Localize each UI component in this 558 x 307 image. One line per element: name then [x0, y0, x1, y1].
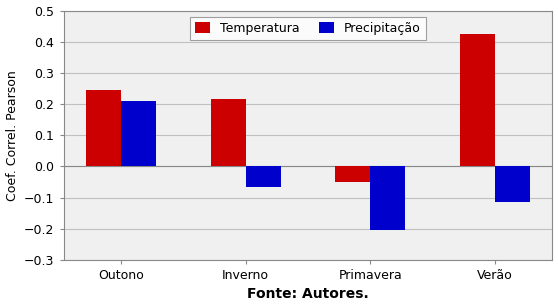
Bar	[460, 34, 496, 166]
Y-axis label: Coef. Correl. Pearson: Coef. Correl. Pearson	[6, 70, 18, 200]
X-axis label: Fonte: Autores.: Fonte: Autores.	[247, 287, 369, 301]
Bar	[371, 166, 405, 230]
Bar	[121, 101, 156, 166]
Bar	[246, 166, 281, 187]
Bar	[496, 166, 530, 202]
Bar	[335, 166, 371, 182]
Legend: Temperatura, Precipitação: Temperatura, Precipitação	[190, 17, 426, 40]
Bar	[86, 90, 121, 166]
Bar	[210, 99, 246, 166]
